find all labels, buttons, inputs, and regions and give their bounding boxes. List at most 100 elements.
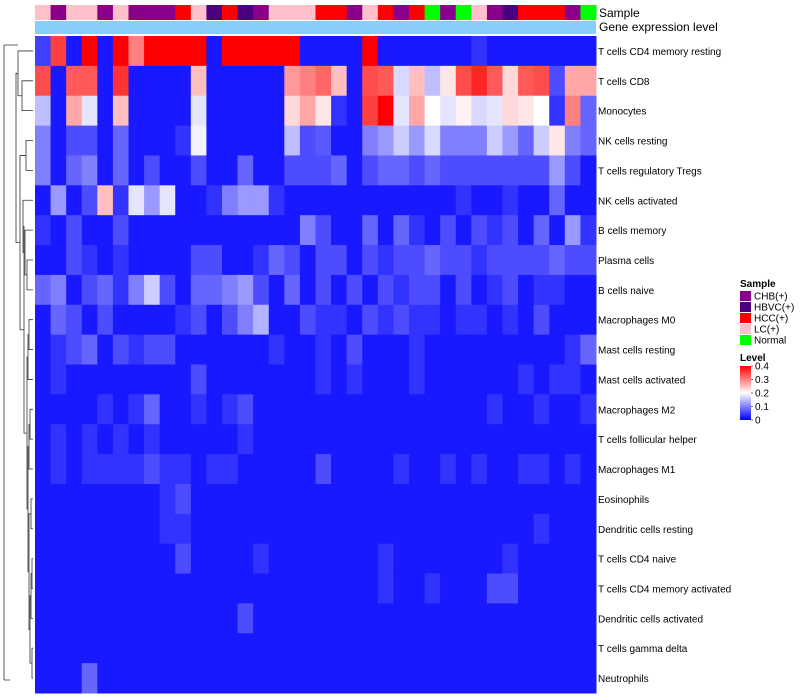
heatmap-cell — [549, 95, 566, 127]
heatmap-cell — [97, 364, 114, 395]
heatmap-cell — [549, 424, 566, 455]
heatmap-cell — [190, 603, 207, 634]
heatmap-cell — [222, 543, 239, 575]
heatmap-cell — [268, 95, 285, 127]
heatmap-cell — [253, 573, 270, 604]
sample-annotation-cell — [315, 5, 332, 20]
sample-annotation-cell — [81, 5, 98, 20]
heatmap-cell — [237, 185, 254, 216]
sample-annotation-cell — [35, 5, 52, 20]
heatmap-cell — [518, 95, 535, 127]
heatmap-cell — [486, 483, 503, 515]
heatmap-cell — [315, 334, 332, 365]
heatmap-cell — [518, 215, 535, 246]
heatmap-cell — [424, 245, 441, 276]
heatmap-cell — [268, 36, 285, 67]
heatmap-cell — [97, 334, 114, 365]
heatmap-cell — [128, 185, 145, 216]
heatmap-cell — [81, 245, 98, 276]
heatmap-cell — [315, 215, 332, 246]
heatmap-cell — [128, 274, 145, 306]
dendrogram-branches — [15, 50, 33, 679]
heatmap-cell — [409, 603, 426, 634]
heatmap-cell — [144, 215, 161, 246]
heatmap-cell — [424, 633, 441, 664]
heatmap-cell — [424, 454, 441, 485]
heatmap-cell — [175, 95, 192, 127]
heatmap-cell — [112, 633, 129, 664]
heatmap-cell — [393, 185, 410, 216]
heatmap-cell — [284, 394, 301, 425]
heatmap-cell — [299, 274, 316, 306]
heatmap-cell — [50, 36, 67, 67]
heatmap-cell — [455, 633, 472, 664]
heatmap-cell — [315, 65, 332, 97]
heatmap-cell — [533, 573, 550, 604]
heatmap-cell — [284, 95, 301, 127]
heatmap-cell — [580, 334, 597, 365]
heatmap-cell — [128, 95, 145, 127]
heatmap-cell — [393, 36, 410, 67]
heatmap-cell — [440, 454, 457, 485]
sample-annotation-cell — [346, 5, 363, 20]
sample-annotation-cell — [66, 5, 83, 20]
heatmap-cell — [533, 454, 550, 485]
heatmap-cell — [175, 304, 192, 336]
heatmap-cell — [331, 245, 348, 276]
heatmap-cell — [362, 394, 379, 425]
heatmap-cell — [580, 304, 597, 336]
heatmap-cell — [471, 215, 488, 246]
heatmap-cell — [35, 155, 52, 186]
heatmap-cell — [97, 65, 114, 97]
heatmap-cell — [518, 663, 535, 694]
heatmap-cell — [346, 245, 363, 276]
heatmap-cell — [175, 36, 192, 67]
heatmap-cell — [144, 95, 161, 127]
heatmap-cell — [299, 483, 316, 515]
heatmap-cell — [455, 125, 472, 156]
heatmap-cell — [284, 603, 301, 634]
heatmap-cell — [268, 334, 285, 365]
heatmap-cell — [159, 95, 176, 127]
heatmap-cell — [284, 424, 301, 455]
heatmap-cell — [50, 65, 67, 97]
heatmap-cell — [222, 334, 239, 365]
heatmap-cell — [66, 603, 83, 634]
heatmap-cell — [518, 424, 535, 455]
heatmap-cell — [471, 513, 488, 545]
heatmap-cell — [97, 603, 114, 634]
heatmap-cell — [206, 304, 223, 336]
heatmap-cell — [35, 483, 52, 515]
heatmap-cell — [253, 513, 270, 545]
heatmap-cell — [159, 424, 176, 455]
heatmap-cell — [35, 304, 52, 336]
heatmap-cell — [268, 155, 285, 186]
sample-annotation-cell — [377, 5, 394, 20]
heatmap-cell — [190, 424, 207, 455]
heatmap-cell — [35, 274, 52, 306]
heatmap-cell — [549, 543, 566, 575]
heatmap-cell — [253, 394, 270, 425]
gene-expression-annotation-bar — [35, 21, 596, 34]
heatmap-cell — [346, 304, 363, 336]
heatmap-cell — [424, 65, 441, 97]
heatmap-cell — [315, 185, 332, 216]
sample-annotation-cell — [486, 5, 503, 20]
heatmap-cell — [112, 603, 129, 634]
heatmap-cell — [393, 245, 410, 276]
heatmap-cell — [502, 95, 519, 127]
heatmap-cell — [471, 424, 488, 455]
heatmap-cell — [471, 483, 488, 515]
heatmap-cell — [440, 36, 457, 67]
heatmap-cell — [159, 274, 176, 306]
heatmap-cell — [81, 543, 98, 575]
heatmap-cell — [299, 65, 316, 97]
heatmap-cell — [331, 364, 348, 395]
heatmap-cell — [268, 364, 285, 395]
heatmap-cell — [502, 573, 519, 604]
heatmap-cell — [206, 245, 223, 276]
heatmap-cell — [455, 304, 472, 336]
heatmap-cell — [533, 483, 550, 515]
sample-annotation-label: Sample — [599, 6, 640, 20]
heatmap-cell — [97, 95, 114, 127]
